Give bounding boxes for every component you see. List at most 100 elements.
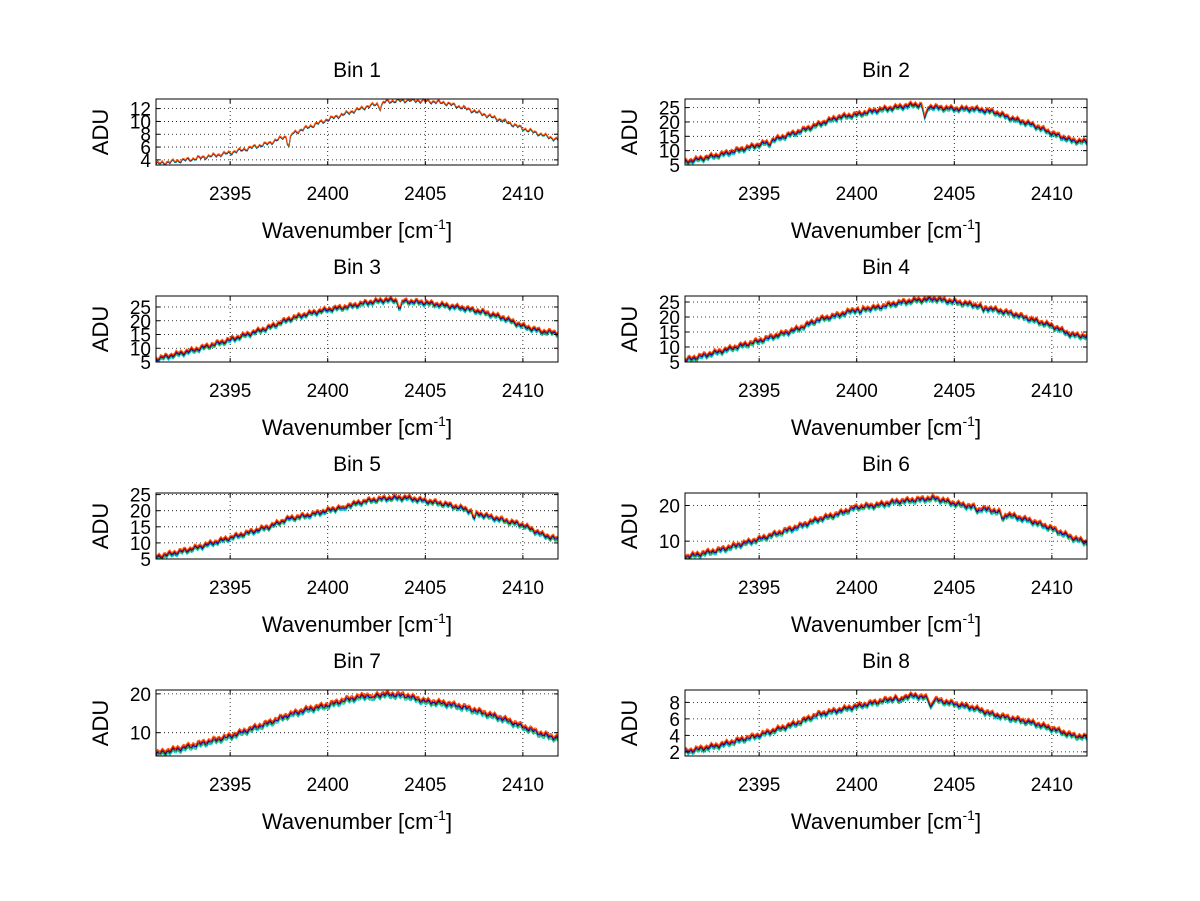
series-line-4: [155, 690, 559, 754]
x-tick-label: 2410: [502, 381, 544, 402]
x-tick-label: 2410: [1031, 381, 1073, 402]
y-tick-label: 25: [659, 293, 680, 314]
y-axis-label: ADU: [617, 503, 642, 549]
x-tick-label: 2410: [502, 184, 544, 205]
x-axis-label-text: Wavenumber [cm: [262, 809, 434, 834]
axes-frame: [155, 689, 559, 757]
x-axis-label: Wavenumber [cm-1]: [791, 610, 981, 637]
subplot-title: Bin 5: [333, 453, 381, 476]
x-tick-label: 2395: [209, 381, 251, 402]
y-tick-label: 10: [659, 532, 680, 553]
y-tick-label: 15: [130, 326, 151, 347]
subplot-title: Bin 8: [862, 650, 910, 673]
series-line-1: [684, 695, 1088, 756]
y-axis-label: ADU: [617, 306, 642, 352]
x-tick-label: 2395: [738, 381, 780, 402]
series-line-3: [155, 495, 559, 559]
y-tick-label: 20: [659, 308, 680, 329]
axes-frame: [684, 492, 1088, 560]
subplot-title: Bin 4: [862, 256, 910, 279]
series-line-2: [684, 103, 1088, 166]
series-line-1: [155, 694, 559, 757]
x-tick-label: 2405: [933, 184, 975, 205]
y-tick-label: 25: [130, 486, 151, 507]
series-line-2: [155, 496, 559, 560]
y-tick-label: 6: [669, 710, 680, 731]
series-line-1: [685, 298, 1088, 363]
series-line-2: [684, 297, 1088, 363]
y-axis-label: ADU: [617, 700, 642, 746]
x-axis-label-exponent: -1: [963, 216, 976, 232]
y-tick-label: 10: [130, 339, 151, 360]
y-tick-label: 10: [130, 724, 151, 745]
x-tick-label: 2405: [404, 381, 446, 402]
y-tick-label: 5: [140, 353, 151, 374]
series-line-2: [684, 694, 1088, 755]
series-line-1: [155, 299, 559, 363]
x-axis-label-close: ]: [975, 415, 981, 440]
x-axis-label-exponent: -1: [434, 807, 447, 823]
x-tick-label: 2400: [836, 381, 878, 402]
subplot-title: Bin 2: [862, 59, 910, 82]
y-tick-label: 5: [669, 353, 680, 374]
y-tick-label: 8: [140, 125, 151, 146]
x-axis-label: Wavenumber [cm-1]: [791, 413, 981, 440]
y-tick-label: 20: [130, 502, 151, 523]
y-tick-label: 10: [130, 534, 151, 555]
series-line-1: [685, 498, 1088, 560]
y-tick-label: 10: [659, 142, 680, 163]
series-line-5: [155, 493, 559, 557]
x-tick-label: 2400: [307, 184, 349, 205]
axes-frame: [155, 98, 559, 166]
y-axis-label: ADU: [88, 503, 113, 549]
x-axis-label-text: Wavenumber [cm: [262, 415, 434, 440]
y-tick-label: 20: [130, 685, 151, 706]
x-tick-label: 2395: [738, 578, 780, 599]
x-tick-label: 2405: [404, 775, 446, 796]
axes-frame: [684, 98, 1088, 166]
plot-area: [156, 690, 558, 756]
y-tick-label: 15: [659, 127, 680, 148]
x-axis-label: Wavenumber [cm-1]: [791, 216, 981, 243]
subplot-title: Bin 7: [333, 650, 381, 673]
series-line-3: [684, 296, 1088, 362]
y-tick-label: 12: [130, 100, 151, 121]
subplot-title: Bin 3: [333, 256, 381, 279]
x-tick-label: 2400: [836, 578, 878, 599]
y-tick-label: 25: [659, 99, 680, 120]
series-line-5: [684, 493, 1088, 557]
series-line-5: [684, 100, 1088, 162]
subplot-title: Bin 6: [862, 453, 910, 476]
x-tick-label: 2400: [307, 775, 349, 796]
series-line-3: [685, 693, 1088, 754]
x-axis-label: Wavenumber [cm-1]: [262, 807, 452, 834]
series-line-2: [155, 693, 559, 757]
y-tick-label: 20: [659, 113, 680, 134]
x-axis-label-exponent: -1: [434, 216, 447, 232]
x-axis-label-exponent: -1: [434, 413, 447, 429]
series-line-4: [684, 494, 1088, 559]
y-tick-label: 6: [140, 138, 151, 159]
y-tick-label: 5: [669, 156, 680, 177]
series-line-3: [684, 102, 1088, 165]
series-line-3: [684, 495, 1088, 560]
y-tick-label: 5: [140, 550, 151, 571]
x-tick-label: 2395: [209, 184, 251, 205]
y-tick-label: 10: [659, 338, 680, 359]
y-tick-label: 2: [669, 743, 680, 764]
series-line-4: [684, 692, 1088, 753]
x-axis-label: Wavenumber [cm-1]: [791, 807, 981, 834]
series-line-5: [684, 295, 1088, 360]
y-tick-label: 15: [659, 323, 680, 344]
x-axis-label-text: Wavenumber [cm: [262, 218, 434, 243]
x-axis-label-close: ]: [446, 809, 452, 834]
x-axis-label-close: ]: [975, 218, 981, 243]
x-axis-label-text: Wavenumber [cm: [262, 612, 434, 637]
x-tick-label: 2405: [404, 578, 446, 599]
series-line-5: [155, 689, 559, 753]
